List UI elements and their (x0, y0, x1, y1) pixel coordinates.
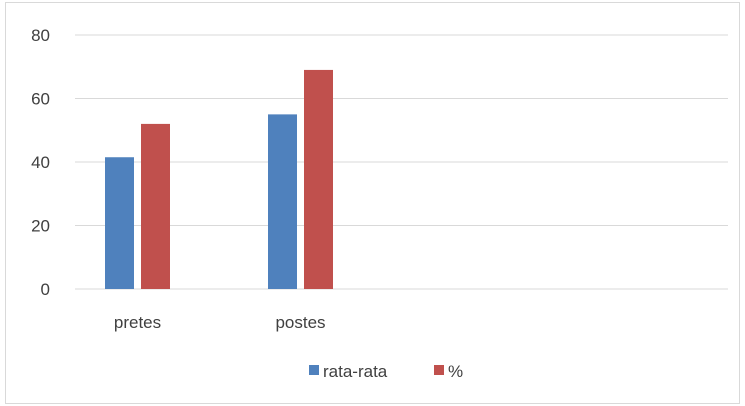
y-tick-label: 0 (41, 280, 50, 299)
y-tick-label: 80 (31, 26, 50, 45)
legend-swatch (309, 365, 319, 375)
gridlines (75, 34, 728, 290)
bars (105, 69, 333, 290)
legend-label: % (448, 362, 463, 381)
y-axis-ticks: 0 20 40 60 80 (31, 26, 50, 299)
legend: rata-rata% (309, 362, 463, 381)
bar-pretes-series1 (105, 157, 134, 289)
x-axis-ticks: pretes postes (114, 313, 326, 332)
bar-postes-series1 (268, 114, 297, 289)
bar-pretes-series2 (141, 123, 170, 290)
x-tick-label: postes (275, 313, 325, 332)
y-tick-label: 40 (31, 153, 50, 172)
bar-postes-series2 (304, 69, 333, 289)
x-tick-label: pretes (114, 313, 161, 332)
legend-label: rata-rata (323, 362, 388, 381)
y-tick-label: 60 (31, 90, 50, 109)
legend-swatch (434, 365, 444, 375)
y-tick-label: 20 (31, 217, 50, 236)
